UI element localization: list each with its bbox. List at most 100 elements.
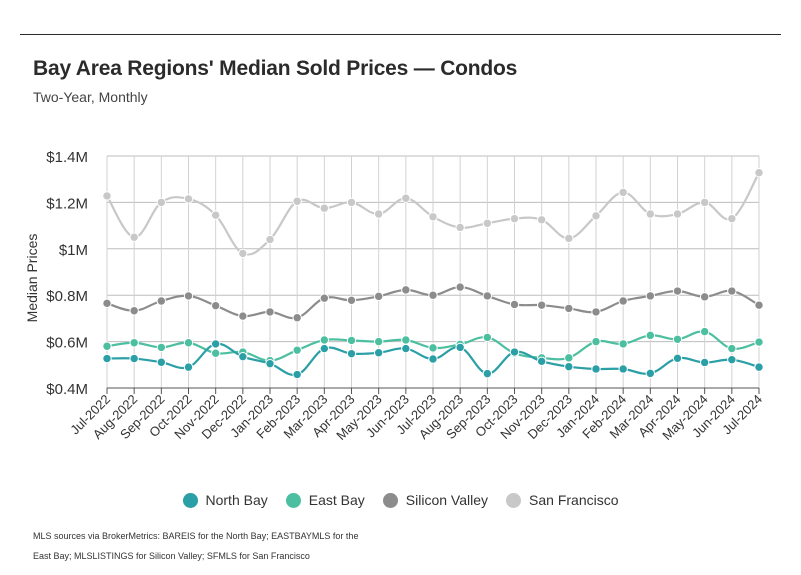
data-point-silicon-valley bbox=[238, 311, 248, 321]
data-point-north-bay bbox=[509, 347, 520, 357]
series-silicon-valley bbox=[102, 282, 764, 323]
legend-label: North Bay bbox=[205, 492, 268, 508]
data-point-north-bay bbox=[210, 339, 221, 349]
data-point-north-bay bbox=[618, 364, 628, 374]
data-point-san-francisco bbox=[265, 234, 275, 245]
data-point-east-bay bbox=[564, 353, 574, 363]
data-point-san-francisco bbox=[455, 222, 465, 233]
y-axis-ticks: $0.4M $0.6M $0.8M $1M $1.2M $1.4M bbox=[46, 149, 88, 398]
legend-marker bbox=[506, 492, 522, 508]
data-point-north-bay bbox=[672, 353, 683, 364]
y-tick-label: $1.2M bbox=[46, 195, 88, 212]
data-point-silicon-valley bbox=[129, 306, 139, 316]
data-point-silicon-valley bbox=[401, 285, 411, 295]
data-point-east-bay bbox=[346, 335, 357, 346]
data-point-silicon-valley bbox=[591, 307, 601, 317]
data-point-silicon-valley bbox=[265, 307, 275, 317]
data-point-north-bay bbox=[265, 358, 275, 369]
data-point-san-francisco bbox=[156, 197, 167, 208]
legend: North Bay East Bay Silicon Valley San Franc… bbox=[0, 492, 801, 508]
data-point-san-francisco bbox=[346, 197, 357, 208]
chart-subtitle: Two-Year, Monthly bbox=[33, 89, 148, 105]
data-point-silicon-valley bbox=[455, 282, 465, 292]
y-tick-label: $1M bbox=[59, 242, 88, 259]
data-point-san-francisco bbox=[292, 196, 302, 206]
data-point-silicon-valley bbox=[482, 291, 493, 301]
y-axis-label: Median Prices bbox=[24, 234, 40, 323]
data-point-east-bay bbox=[401, 335, 411, 345]
data-point-silicon-valley bbox=[727, 286, 737, 296]
legend-label: San Francisco bbox=[529, 492, 619, 508]
data-point-north-bay bbox=[754, 362, 764, 372]
data-point-silicon-valley bbox=[210, 300, 221, 311]
data-point-silicon-valley bbox=[509, 299, 520, 310]
data-point-san-francisco bbox=[210, 210, 221, 220]
data-point-san-francisco bbox=[536, 215, 547, 225]
data-point-silicon-valley bbox=[536, 300, 547, 310]
legend-marker bbox=[285, 492, 301, 508]
data-point-north-bay bbox=[564, 361, 574, 372]
data-point-silicon-valley bbox=[564, 303, 574, 314]
data-point-east-bay bbox=[210, 348, 221, 358]
data-point-east-bay bbox=[754, 337, 764, 347]
data-point-san-francisco bbox=[672, 209, 683, 219]
top-rule bbox=[20, 34, 781, 35]
data-point-north-bay bbox=[482, 368, 493, 379]
data-point-san-francisco bbox=[401, 193, 411, 203]
data-point-silicon-valley bbox=[319, 293, 330, 303]
legend-marker bbox=[182, 492, 198, 508]
data-point-north-bay bbox=[373, 348, 384, 358]
data-point-san-francisco bbox=[129, 232, 139, 242]
data-point-silicon-valley bbox=[183, 291, 194, 301]
data-point-san-francisco bbox=[183, 194, 194, 204]
data-point-east-bay bbox=[102, 341, 112, 351]
data-point-east-bay bbox=[699, 326, 710, 337]
data-point-north-bay bbox=[591, 364, 601, 374]
legend-marker bbox=[382, 492, 398, 508]
series-north-bay bbox=[102, 339, 764, 380]
data-point-silicon-valley bbox=[618, 296, 628, 306]
data-point-silicon-valley bbox=[645, 291, 656, 301]
line-chart: $0.4M $0.6M $0.8M $1M $1.2M $1.4M Jul-2022Aug… bbox=[24, 149, 765, 443]
data-point-silicon-valley bbox=[156, 296, 167, 306]
data-point-san-francisco bbox=[754, 168, 764, 178]
data-point-silicon-valley bbox=[672, 286, 683, 296]
data-point-east-bay bbox=[292, 345, 302, 355]
data-point-north-bay bbox=[536, 356, 547, 367]
data-point-east-bay bbox=[618, 339, 628, 349]
data-point-silicon-valley bbox=[428, 290, 438, 300]
data-point-north-bay bbox=[102, 353, 112, 364]
data-point-east-bay bbox=[183, 338, 194, 348]
data-point-north-bay bbox=[455, 342, 465, 353]
data-point-san-francisco bbox=[509, 213, 520, 224]
legend-label: Silicon Valley bbox=[405, 492, 489, 508]
data-point-east-bay bbox=[672, 334, 683, 344]
data-point-north-bay bbox=[319, 343, 330, 354]
series-group bbox=[102, 168, 764, 380]
data-point-silicon-valley bbox=[346, 295, 357, 306]
data-point-east-bay bbox=[727, 343, 737, 354]
data-point-east-bay bbox=[129, 338, 139, 348]
data-point-east-bay bbox=[373, 336, 384, 347]
data-point-north-bay bbox=[727, 354, 737, 365]
footnote: MLS sources via BrokerMetrics: BAREIS fo… bbox=[33, 531, 359, 561]
data-point-san-francisco bbox=[564, 233, 574, 244]
data-point-east-bay bbox=[645, 330, 656, 341]
chart-title: Bay Area Regions' Median Sold Prices — C… bbox=[33, 57, 518, 80]
data-point-silicon-valley bbox=[102, 298, 112, 309]
y-tick-label: $0.4M bbox=[46, 381, 88, 398]
x-axis-ticks: Jul-2022Aug-2022Sep-2022Oct-2022Nov-2022… bbox=[67, 392, 765, 443]
data-point-east-bay bbox=[156, 342, 167, 353]
data-point-north-bay bbox=[292, 369, 302, 380]
data-point-san-francisco bbox=[102, 191, 112, 201]
data-point-san-francisco bbox=[645, 209, 656, 219]
data-point-san-francisco bbox=[727, 213, 737, 224]
data-point-north-bay bbox=[401, 343, 411, 354]
data-point-north-bay bbox=[183, 362, 194, 372]
data-point-san-francisco bbox=[428, 212, 438, 222]
legend-item-silicon-valley: Silicon Valley bbox=[382, 492, 489, 508]
y-tick-label: $0.6M bbox=[46, 335, 88, 352]
data-point-san-francisco bbox=[618, 187, 628, 198]
data-point-east-bay bbox=[319, 335, 330, 345]
data-point-east-bay bbox=[591, 336, 601, 347]
